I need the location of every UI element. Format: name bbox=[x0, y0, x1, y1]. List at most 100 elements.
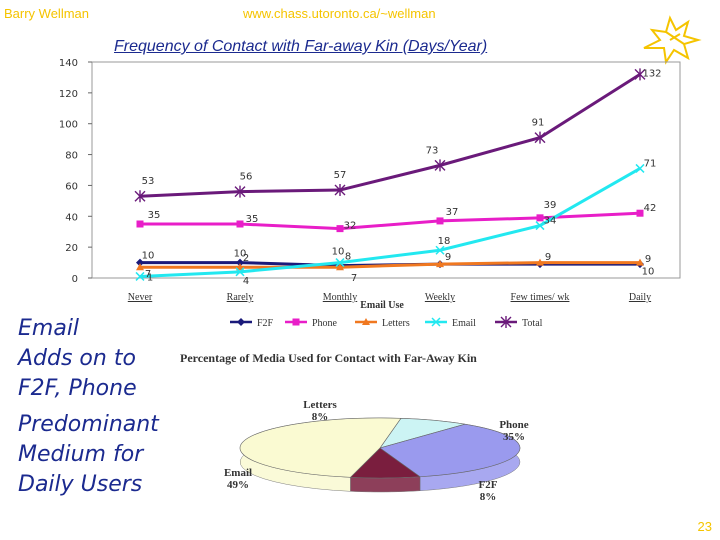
data-label: 42 bbox=[644, 203, 657, 214]
data-label: 35 bbox=[148, 210, 161, 221]
data-point bbox=[436, 260, 444, 268]
data-point bbox=[636, 258, 644, 266]
y-tick-label: 100 bbox=[59, 120, 78, 131]
data-point bbox=[536, 258, 544, 266]
data-point bbox=[134, 190, 146, 203]
data-label: 8 bbox=[345, 252, 351, 263]
x-tick-label: Rarely bbox=[227, 292, 254, 303]
data-label: 34 bbox=[544, 216, 557, 227]
side-note-line: Email bbox=[18, 316, 80, 341]
data-label: 10 bbox=[142, 251, 155, 262]
side-note-email: Email Adds on to F2F, Phone bbox=[18, 314, 137, 404]
pie-label: F2F bbox=[479, 479, 498, 491]
data-label: 35 bbox=[246, 214, 259, 225]
data-point bbox=[136, 263, 144, 271]
y-tick-label: 60 bbox=[65, 181, 78, 192]
legend-label: Phone bbox=[312, 318, 338, 329]
side-note-line: Daily Users bbox=[18, 472, 143, 497]
data-label: 37 bbox=[446, 207, 459, 218]
data-label: 57 bbox=[334, 170, 347, 181]
data-point bbox=[234, 185, 246, 198]
data-point bbox=[431, 317, 441, 327]
data-label: 53 bbox=[142, 176, 155, 187]
x-tick-label: Few times/ wk bbox=[511, 292, 570, 303]
pie-chart-title: Percentage of Media Used for Contact wit… bbox=[180, 351, 477, 365]
data-label: 10 bbox=[234, 249, 247, 260]
data-point bbox=[235, 267, 245, 277]
data-point bbox=[634, 68, 646, 81]
data-label: 7 bbox=[351, 273, 357, 284]
data-point bbox=[435, 245, 445, 255]
pie-slice bbox=[379, 423, 521, 478]
data-label: 9 bbox=[445, 252, 451, 263]
y-tick-label: 140 bbox=[59, 58, 78, 69]
series-email bbox=[135, 163, 645, 281]
data-label: 10 bbox=[642, 267, 655, 278]
y-tick-label: 20 bbox=[65, 243, 78, 254]
data-label: 2 bbox=[243, 253, 249, 264]
data-label: 10 bbox=[332, 247, 345, 258]
x-tick-label: Daily bbox=[629, 292, 651, 303]
x-tick-label: Weekly bbox=[425, 292, 455, 303]
data-label: 56 bbox=[240, 172, 253, 183]
pie-label: Letters bbox=[303, 400, 337, 411]
y-tick-label: 0 bbox=[72, 274, 78, 285]
series-line bbox=[140, 211, 641, 231]
data-point bbox=[135, 271, 145, 281]
legend-label: Letters bbox=[382, 318, 410, 329]
data-point bbox=[237, 318, 245, 326]
data-point bbox=[534, 131, 546, 144]
data-point bbox=[635, 163, 645, 173]
data-point bbox=[236, 258, 244, 267]
series-letters bbox=[136, 258, 644, 271]
x-tick-label: Monthly bbox=[323, 292, 357, 303]
data-point bbox=[500, 316, 512, 328]
data-point bbox=[236, 220, 244, 228]
data-label: 73 bbox=[426, 145, 439, 156]
data-label: 9 bbox=[645, 254, 651, 265]
data-point bbox=[334, 184, 346, 197]
data-point bbox=[336, 263, 344, 271]
data-point bbox=[335, 258, 345, 268]
data-label: 1 bbox=[147, 272, 153, 283]
data-label: 4 bbox=[243, 276, 249, 287]
data-point bbox=[292, 318, 300, 326]
side-note-line: Predominant bbox=[18, 412, 159, 437]
pie-label: Email bbox=[224, 467, 252, 479]
side-note-line: F2F, Phone bbox=[18, 376, 137, 401]
x-axis-label: Email Use bbox=[360, 300, 404, 311]
series-total bbox=[134, 68, 646, 203]
pie-slice bbox=[239, 417, 402, 478]
series-line bbox=[139, 73, 641, 198]
data-label: 71 bbox=[644, 158, 657, 169]
data-point bbox=[636, 209, 644, 217]
side-note-daily: Predominant Medium for Daily Users bbox=[18, 410, 159, 500]
series-line bbox=[139, 167, 641, 278]
page-number: 23 bbox=[697, 519, 712, 534]
y-tick-label: 120 bbox=[59, 89, 78, 100]
legend-label: F2F bbox=[257, 318, 274, 329]
data-point bbox=[362, 318, 370, 325]
author-name: Barry Wellman bbox=[4, 6, 90, 21]
series-line bbox=[140, 261, 640, 269]
x-tick-label: Never bbox=[128, 292, 153, 303]
slide-title: Frequency of Contact with Far-away Kin (… bbox=[114, 38, 488, 55]
data-point bbox=[336, 225, 344, 233]
legend-label: Email bbox=[452, 318, 476, 329]
data-point bbox=[436, 217, 444, 225]
data-label: 7 bbox=[145, 269, 151, 280]
pie-percent: 8% bbox=[480, 491, 497, 503]
pie-percent: 35% bbox=[503, 431, 525, 443]
author-url[interactable]: www.chass.utoronto.ca/~wellman bbox=[243, 6, 436, 21]
data-point bbox=[136, 258, 144, 267]
data-label: 39 bbox=[544, 200, 557, 211]
star-logo-icon bbox=[643, 15, 702, 65]
data-label: 91 bbox=[532, 118, 545, 129]
line-chart: 0 20 40 60 80 100 120 140 Never Rarely Monthly Week… bbox=[59, 58, 681, 329]
data-label: 32 bbox=[344, 221, 357, 232]
pie-percent: 49% bbox=[227, 479, 249, 491]
data-label: 9 bbox=[545, 252, 551, 263]
legend-label: Total bbox=[522, 318, 543, 329]
pie-slice-side bbox=[350, 476, 421, 493]
